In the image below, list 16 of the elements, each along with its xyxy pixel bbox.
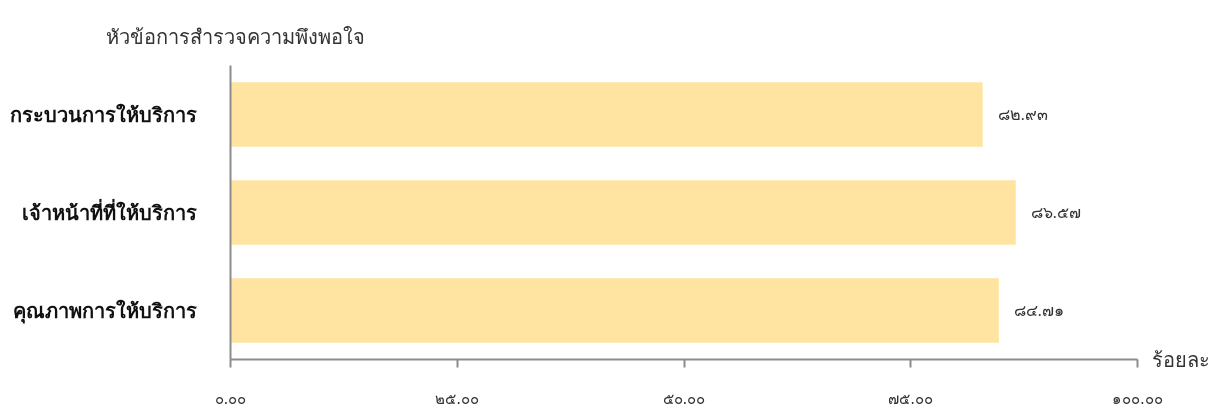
y-tick-label: กระบวนการให้บริการ [9,102,197,127]
y-tick-label: คุณภาพการให้บริการ [12,298,197,324]
x-tick-label: ๑๐๐.๐๐ [1112,389,1163,408]
data-label: ๘๒.๙๓ [997,106,1048,123]
data-label: ๘๖.๕๗ [1030,204,1081,221]
x-axis-title: ร้อยละ [1151,347,1210,372]
x-tick-label: ๕๐.๐๐ [662,389,706,408]
bar [230,180,1016,245]
bar [230,278,999,343]
x-tick-label: ๗๕.๐๐ [888,389,934,408]
data-label: ๘๔.๗๑ [1013,302,1064,319]
bar [230,82,983,147]
y-axis-title: หัวข้อการสำรวจความพึงพอใจ [105,24,365,49]
y-tick-label: เจ้าหน้าที่ที่ให้บริการ [21,197,197,225]
x-tick-label: ๐.๐๐ [214,389,247,408]
x-tick-label: ๒๕.๐๐ [435,389,480,408]
